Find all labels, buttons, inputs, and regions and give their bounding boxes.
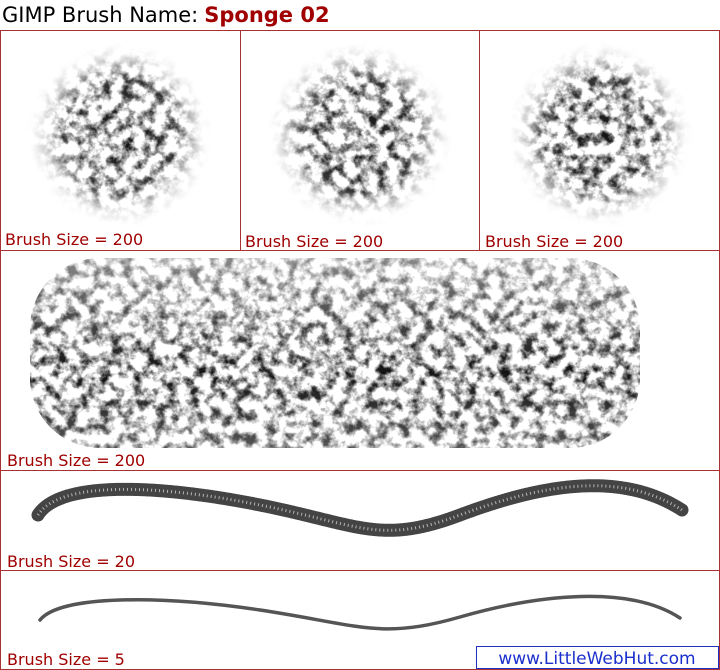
sponge-stamps xyxy=(25,40,695,448)
sponge-stamp xyxy=(25,40,215,230)
brush-name: Sponge 02 xyxy=(204,3,329,27)
watermark-box xyxy=(476,646,719,669)
panel-label: Brush Size = 200 xyxy=(7,451,145,470)
panel-label: Brush Size = 200 xyxy=(5,230,143,249)
sponge-stamp xyxy=(505,40,695,230)
sponge-stamp xyxy=(265,40,455,230)
brush-stroke-texture xyxy=(36,484,683,532)
brush-stroke-20 xyxy=(31,479,689,537)
panel-label: Brush Size = 5 xyxy=(7,650,125,669)
panel-label: Brush Size = 200 xyxy=(245,232,383,251)
page-title: GIMP Brush Name: Sponge 02 xyxy=(2,3,330,27)
title-prefix: GIMP Brush Name: xyxy=(2,3,198,27)
brush-stroke-5 xyxy=(38,594,682,631)
watermark[interactable]: www.LittleWebHut.com xyxy=(498,649,695,669)
panel-label: Brush Size = 200 xyxy=(485,232,623,251)
panel-label: Brush Size = 20 xyxy=(7,552,135,571)
sponge-stroke xyxy=(30,258,640,448)
